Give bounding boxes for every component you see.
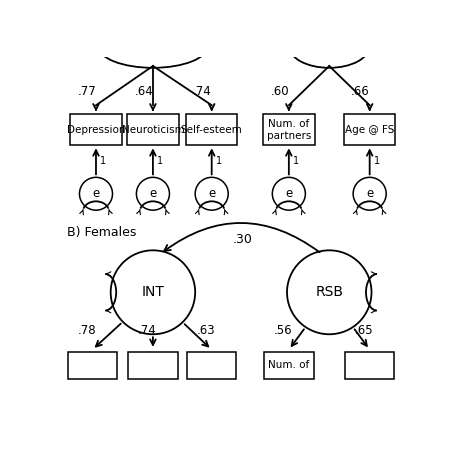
Text: 1: 1 [216, 156, 222, 166]
Text: Num. of: Num. of [268, 360, 310, 370]
Text: 1: 1 [293, 156, 300, 166]
Text: e: e [208, 187, 215, 200]
Text: e: e [92, 187, 100, 200]
Text: e: e [149, 187, 156, 200]
Text: 1: 1 [100, 156, 107, 166]
Bar [344, 114, 395, 146]
Text: .66: .66 [351, 85, 370, 98]
Text: 1: 1 [157, 156, 164, 166]
Text: .56: .56 [274, 324, 292, 337]
Text: Num. of
partners: Num. of partners [267, 119, 311, 141]
Bar [128, 352, 178, 379]
Bar [345, 352, 394, 379]
Text: .64: .64 [134, 85, 153, 98]
Text: .65: .65 [355, 324, 374, 337]
Text: .74: .74 [138, 324, 157, 337]
Text: .30: .30 [233, 233, 253, 246]
Text: .63: .63 [197, 324, 216, 337]
Bar [187, 352, 237, 379]
Text: .78: .78 [77, 324, 96, 337]
Text: e: e [366, 187, 374, 200]
Bar [263, 114, 315, 146]
Bar [186, 114, 237, 146]
Text: INT: INT [141, 285, 164, 299]
Bar [127, 114, 179, 146]
Bar [264, 352, 314, 379]
Text: 1: 1 [374, 156, 380, 166]
Text: RSB: RSB [315, 285, 343, 299]
Text: B) Females: B) Females [66, 226, 136, 238]
Text: e: e [285, 187, 292, 200]
Text: Neuroticism: Neuroticism [121, 125, 184, 135]
Text: .74: .74 [193, 85, 212, 98]
Bar [70, 114, 122, 146]
Bar [67, 352, 117, 379]
Text: Depression: Depression [67, 125, 125, 135]
Text: Age @ FS: Age @ FS [345, 125, 394, 135]
Text: Self-esteem: Self-esteem [181, 125, 243, 135]
Text: .77: .77 [77, 85, 96, 98]
Text: .60: .60 [270, 85, 289, 98]
